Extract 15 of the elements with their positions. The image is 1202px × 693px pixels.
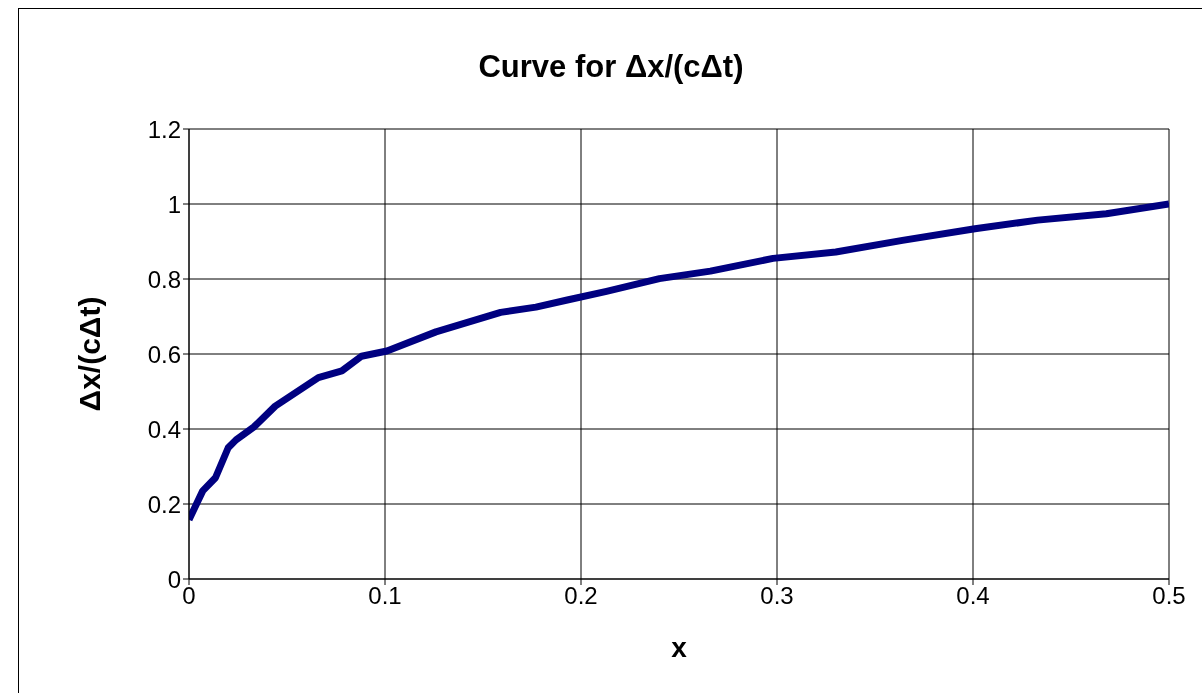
x-tick-label: 0.5 [1152, 582, 1186, 610]
y-axis-title: Δx/(cΔt) [72, 296, 106, 412]
x-tick-label: 0.4 [956, 582, 990, 610]
y-tick-label: 0 [167, 565, 181, 593]
x-tick-label: 0.2 [564, 582, 598, 610]
y-tick-label: 0.8 [147, 265, 181, 293]
x-tick-label: 0.1 [368, 582, 402, 610]
chart-title: Curve for Δx/(cΔt) [477, 49, 745, 85]
x-axis-title: x [671, 632, 688, 663]
y-tick-label: 0.2 [147, 490, 181, 518]
y-tick-label: 0.6 [147, 340, 181, 368]
y-tick-label: 0.4 [147, 415, 181, 443]
y-tick-label: 1.2 [147, 115, 181, 143]
y-tick-label: 1 [167, 190, 181, 218]
x-tick-label: 0.3 [760, 582, 794, 610]
